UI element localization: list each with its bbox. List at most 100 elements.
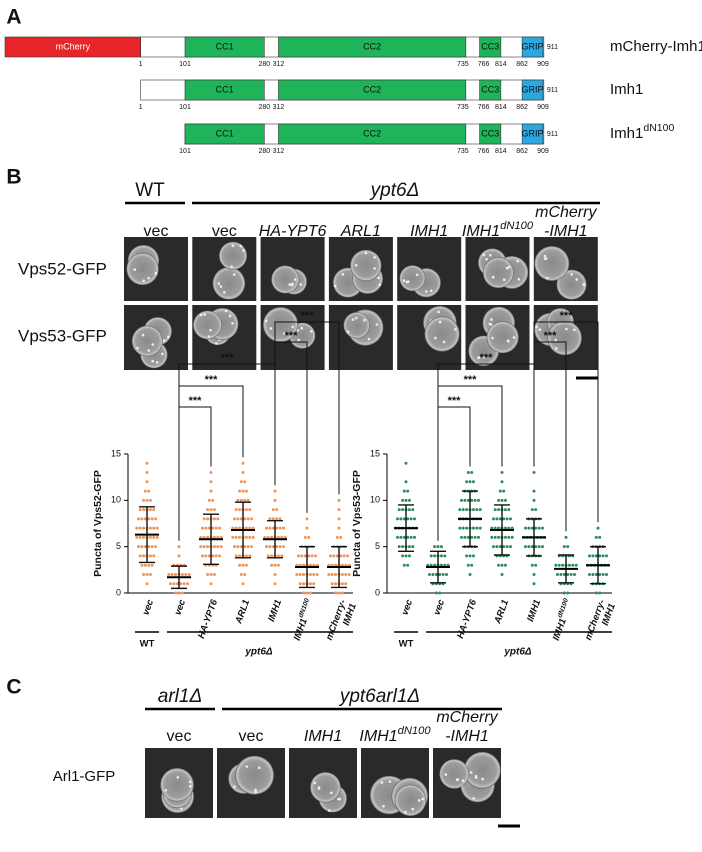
cell (424, 316, 460, 352)
micrograph-cells (534, 245, 587, 300)
data-point (278, 526, 282, 530)
data-point (402, 535, 406, 539)
cell-dot (219, 285, 223, 288)
cell-dot (555, 347, 558, 350)
data-point (465, 554, 469, 558)
data-point (315, 563, 319, 567)
data-point (407, 498, 411, 502)
data-point (148, 535, 152, 539)
genotype-label: ypt6Δ (244, 647, 273, 658)
data-point (135, 526, 139, 530)
data-point (239, 480, 243, 484)
panel-label: B (6, 166, 21, 189)
data-point (295, 563, 299, 567)
data-point (302, 563, 306, 567)
data-point (177, 545, 181, 549)
cell-dot (231, 322, 234, 325)
data-point (312, 572, 316, 576)
data-point (567, 563, 571, 567)
data-point (534, 526, 538, 530)
data-point (270, 535, 274, 539)
cell-dot (437, 310, 440, 314)
data-point (143, 517, 147, 521)
data-point (594, 535, 598, 539)
data-point (340, 591, 344, 595)
cell (534, 245, 570, 281)
data-point (218, 526, 221, 530)
cell (463, 751, 501, 789)
cell-dot (545, 276, 549, 280)
cell-dot (367, 337, 371, 341)
y-tick-label: 10 (111, 495, 121, 505)
cell-dot (554, 338, 558, 342)
domain-label: CC2 (363, 41, 381, 51)
data-point (406, 517, 410, 521)
cell (439, 759, 470, 789)
cell (482, 257, 514, 289)
data-point (271, 526, 275, 530)
data-point (265, 545, 268, 549)
cell-dot (351, 318, 355, 321)
data-point (268, 517, 272, 521)
cell-dot (333, 284, 337, 288)
data-point (470, 563, 474, 567)
significance-label: *** (544, 330, 558, 342)
data-point (202, 517, 206, 521)
micrograph-cells (343, 309, 384, 346)
column-label: IMH1dN100 (359, 725, 431, 745)
data-point (468, 480, 472, 484)
row-label: Vps52-GFP (18, 259, 107, 278)
data-point (475, 508, 479, 512)
end-label: 911 (547, 131, 558, 138)
data-point (396, 535, 399, 539)
cell-dot (300, 326, 304, 330)
column-label: mCherry -IMH1 (535, 204, 597, 240)
data-point (206, 508, 210, 512)
position-label: 280 (258, 148, 270, 155)
cell-dot (328, 809, 331, 812)
construct-name: Imh1dN100 (610, 122, 674, 142)
data-point (554, 563, 558, 567)
data-point (207, 554, 211, 558)
data-point (497, 535, 501, 539)
genotype-label: WT (140, 639, 155, 650)
cell-dot (377, 276, 380, 280)
data-point (236, 545, 240, 549)
data-point (402, 563, 406, 567)
data-point (573, 572, 576, 576)
data-point (244, 563, 248, 567)
data-point (509, 545, 512, 549)
data-point (334, 572, 338, 576)
data-point (596, 526, 600, 530)
data-point (340, 582, 344, 586)
data-point (532, 471, 536, 475)
data-point (507, 508, 511, 512)
cell-dot (488, 322, 492, 326)
data-point (562, 545, 566, 549)
data-point (243, 517, 247, 521)
cell-dot (203, 313, 206, 316)
position-label: 766 (478, 61, 490, 68)
data-point (601, 572, 605, 576)
cell-dot (337, 797, 340, 801)
significance-bracket (178, 363, 276, 541)
data-point (266, 535, 270, 539)
data-point (411, 508, 415, 512)
position-label: 862 (516, 148, 528, 155)
data-point (244, 554, 248, 558)
data-point (541, 526, 544, 530)
data-point (339, 535, 343, 539)
data-point (315, 572, 319, 576)
data-point (334, 591, 338, 595)
data-point (330, 563, 334, 567)
domain-box (184, 79, 265, 101)
cell-dot (136, 346, 139, 350)
data-point (344, 563, 348, 567)
data-point (475, 526, 479, 530)
data-point (409, 535, 413, 539)
data-point (209, 489, 213, 493)
cell-dot (373, 267, 376, 270)
text-part: dN100 (557, 597, 570, 618)
data-point (446, 563, 450, 567)
